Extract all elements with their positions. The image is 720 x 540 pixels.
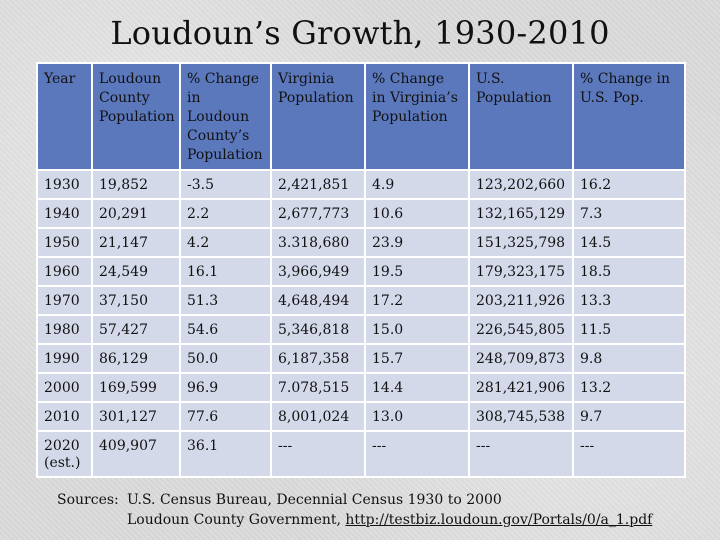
table-cell: 10.6 [364, 198, 470, 229]
sources-label: Sources: [57, 492, 119, 508]
table-cell: 11.5 [572, 314, 686, 345]
table-cell: 50.0 [179, 343, 272, 374]
table-cell: 1970 [36, 285, 93, 316]
column-header-loudoun-change: % Change in Loudoun County’s Population [179, 62, 272, 171]
table-row: 2010 301,127 77.6 8,001,024 13.0 308,745… [36, 401, 686, 432]
table-cell: 20,291 [91, 198, 181, 229]
table-cell: --- [572, 430, 686, 478]
source-county-text: Loudoun County Government, [127, 512, 346, 528]
table-cell: 301,127 [91, 401, 181, 432]
table-row: 1980 57,427 54.6 5,346,818 15.0 226,545,… [36, 314, 686, 345]
table-row: 1940 20,291 2.2 2,677,773 10.6 132,165,1… [36, 198, 686, 229]
table-row: 2000 169,599 96.9 7.078,515 14.4 281,421… [36, 372, 686, 403]
table-cell: 4.9 [364, 169, 470, 200]
table-cell: 169,599 [91, 372, 181, 403]
table-cell: 2,421,851 [270, 169, 366, 200]
table-row: 1970 37,150 51.3 4,648,494 17.2 203,211,… [36, 285, 686, 316]
column-header-us-change: % Change in U.S. Pop. [572, 62, 686, 171]
table-cell: 9.7 [572, 401, 686, 432]
table-cell: 1930 [36, 169, 93, 200]
table-cell: 96.9 [179, 372, 272, 403]
column-header-virginia-change: % Change in Virginia’s Population [364, 62, 470, 171]
table-header-row: Year Loudoun County Population % Change … [36, 62, 686, 171]
table-cell: 37,150 [91, 285, 181, 316]
source-census: U.S. Census Bureau, Decennial Census 193… [127, 492, 502, 508]
table-cell: --- [468, 430, 574, 478]
column-header-us-population: U.S. Population [468, 62, 574, 171]
table-cell: 123,202,660 [468, 169, 574, 200]
table-cell: 8,001,024 [270, 401, 366, 432]
table-cell: 13.0 [364, 401, 470, 432]
table-cell: 2,677,773 [270, 198, 366, 229]
table-row: 1990 86,129 50.0 6,187,358 15.7 248,709,… [36, 343, 686, 374]
table-cell: 17.2 [364, 285, 470, 316]
page-title: Loudoun’s Growth, 1930-2010 [110, 14, 610, 52]
table-cell: 4.2 [179, 227, 272, 258]
table-cell: 19.5 [364, 256, 470, 287]
growth-table: Year Loudoun County Population % Change … [36, 62, 686, 478]
table-cell: 9.8 [572, 343, 686, 374]
table-cell: 3.318,680 [270, 227, 366, 258]
table-cell: 1990 [36, 343, 93, 374]
table-cell: 1960 [36, 256, 93, 287]
table-cell: 14.5 [572, 227, 686, 258]
table-cell: 226,545,805 [468, 314, 574, 345]
table-cell: 409,907 [91, 430, 181, 478]
table-row: 2020 (est.) 409,907 36.1 --- --- --- --- [36, 430, 686, 478]
table-cell: 132,165,129 [468, 198, 574, 229]
source-link[interactable]: http://testbiz.loudoun.gov/Portals/0/a_1… [345, 512, 653, 528]
table-cell: -3.5 [179, 169, 272, 200]
table-cell: 19,852 [91, 169, 181, 200]
table-cell: 13.3 [572, 285, 686, 316]
table-cell: 15.0 [364, 314, 470, 345]
table-cell: 54.6 [179, 314, 272, 345]
table-cell: 1940 [36, 198, 93, 229]
table-cell: 308,745,538 [468, 401, 574, 432]
table-cell: 16.1 [179, 256, 272, 287]
column-header-year: Year [36, 62, 93, 171]
table-cell: --- [364, 430, 470, 478]
table-cell: 2020 (est.) [36, 430, 93, 478]
table-cell: 248,709,873 [468, 343, 574, 374]
table-cell: 13.2 [572, 372, 686, 403]
column-header-loudoun-population: Loudoun County Population [91, 62, 181, 171]
table-cell: 2010 [36, 401, 93, 432]
table-cell: 15.7 [364, 343, 470, 374]
column-header-virginia-population: Virginia Population [270, 62, 366, 171]
table-cell: 57,427 [91, 314, 181, 345]
table-cell: 14.4 [364, 372, 470, 403]
table-cell: 151,325,798 [468, 227, 574, 258]
table-cell: 2.2 [179, 198, 272, 229]
table-cell: 6,187,358 [270, 343, 366, 374]
table-cell: 16.2 [572, 169, 686, 200]
table-cell: 24,549 [91, 256, 181, 287]
table-cell: 7.078,515 [270, 372, 366, 403]
table-cell: --- [270, 430, 366, 478]
table-cell: 179,323,175 [468, 256, 574, 287]
table-cell: 21,147 [91, 227, 181, 258]
table-row: 1960 24,549 16.1 3,966,949 19.5 179,323,… [36, 256, 686, 287]
table-cell: 203,211,926 [468, 285, 574, 316]
table-cell: 77.6 [179, 401, 272, 432]
table-cell: 86,129 [91, 343, 181, 374]
table-row: 1930 19,852 -3.5 2,421,851 4.9 123,202,6… [36, 169, 686, 200]
table-row: 1950 21,147 4.2 3.318,680 23.9 151,325,7… [36, 227, 686, 258]
table-cell: 36.1 [179, 430, 272, 478]
table-cell: 1980 [36, 314, 93, 345]
table-cell: 7.3 [572, 198, 686, 229]
sources-footnote: Sources: U.S. Census Bureau, Decennial Ce… [57, 490, 652, 530]
table-cell: 51.3 [179, 285, 272, 316]
table-cell: 18.5 [572, 256, 686, 287]
table-cell: 3,966,949 [270, 256, 366, 287]
table-cell: 23.9 [364, 227, 470, 258]
table-cell: 4,648,494 [270, 285, 366, 316]
sources-lines: U.S. Census Bureau, Decennial Census 193… [127, 490, 652, 530]
table-cell: 1950 [36, 227, 93, 258]
table-cell: 2000 [36, 372, 93, 403]
table-cell: 5,346,818 [270, 314, 366, 345]
table-cell: 281,421,906 [468, 372, 574, 403]
